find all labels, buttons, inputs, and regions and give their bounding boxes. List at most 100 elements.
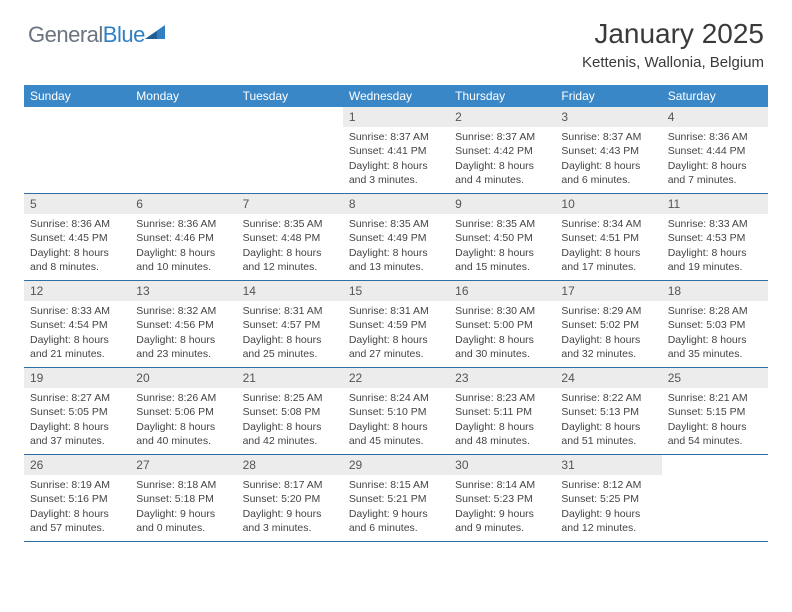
day-number: 19 <box>24 368 130 388</box>
week-row: 12Sunrise: 8:33 AMSunset: 4:54 PMDayligh… <box>24 281 768 368</box>
day-body: Sunrise: 8:37 AMSunset: 4:41 PMDaylight:… <box>343 127 449 191</box>
day-cell: 4Sunrise: 8:36 AMSunset: 4:44 PMDaylight… <box>662 107 768 193</box>
empty-cell <box>24 107 130 193</box>
daylight-line: Daylight: 9 hours and 0 minutes. <box>136 507 230 535</box>
day-number: 1 <box>343 107 449 127</box>
sunrise-line: Sunrise: 8:32 AM <box>136 304 230 318</box>
sunset-line: Sunset: 4:45 PM <box>30 231 124 245</box>
day-body: Sunrise: 8:32 AMSunset: 4:56 PMDaylight:… <box>130 301 236 365</box>
sunrise-line: Sunrise: 8:23 AM <box>455 391 549 405</box>
day-cell: 26Sunrise: 8:19 AMSunset: 5:16 PMDayligh… <box>24 455 130 541</box>
day-number: 6 <box>130 194 236 214</box>
daylight-line: Daylight: 8 hours and 6 minutes. <box>561 159 655 187</box>
sunrise-line: Sunrise: 8:24 AM <box>349 391 443 405</box>
day-body: Sunrise: 8:34 AMSunset: 4:51 PMDaylight:… <box>555 214 661 278</box>
day-number: 30 <box>449 455 555 475</box>
sunset-line: Sunset: 5:06 PM <box>136 405 230 419</box>
sunrise-line: Sunrise: 8:35 AM <box>243 217 337 231</box>
day-body: Sunrise: 8:36 AMSunset: 4:46 PMDaylight:… <box>130 214 236 278</box>
daylight-line: Daylight: 9 hours and 6 minutes. <box>349 507 443 535</box>
day-body: Sunrise: 8:24 AMSunset: 5:10 PMDaylight:… <box>343 388 449 452</box>
sunset-line: Sunset: 4:44 PM <box>668 144 762 158</box>
day-body: Sunrise: 8:19 AMSunset: 5:16 PMDaylight:… <box>24 475 130 539</box>
daylight-line: Daylight: 9 hours and 9 minutes. <box>455 507 549 535</box>
daylight-line: Daylight: 8 hours and 21 minutes. <box>30 333 124 361</box>
sunset-line: Sunset: 4:49 PM <box>349 231 443 245</box>
weekday-monday: Monday <box>130 85 236 107</box>
sunset-line: Sunset: 5:02 PM <box>561 318 655 332</box>
day-cell: 7Sunrise: 8:35 AMSunset: 4:48 PMDaylight… <box>237 194 343 280</box>
sunrise-line: Sunrise: 8:21 AM <box>668 391 762 405</box>
day-cell: 1Sunrise: 8:37 AMSunset: 4:41 PMDaylight… <box>343 107 449 193</box>
daylight-line: Daylight: 8 hours and 15 minutes. <box>455 246 549 274</box>
logo-blue: Blue <box>103 22 145 47</box>
day-number: 13 <box>130 281 236 301</box>
sunrise-line: Sunrise: 8:12 AM <box>561 478 655 492</box>
week-row: 5Sunrise: 8:36 AMSunset: 4:45 PMDaylight… <box>24 194 768 281</box>
sunset-line: Sunset: 5:15 PM <box>668 405 762 419</box>
week-row: 1Sunrise: 8:37 AMSunset: 4:41 PMDaylight… <box>24 107 768 194</box>
day-body: Sunrise: 8:29 AMSunset: 5:02 PMDaylight:… <box>555 301 661 365</box>
daylight-line: Daylight: 8 hours and 27 minutes. <box>349 333 443 361</box>
day-body: Sunrise: 8:17 AMSunset: 5:20 PMDaylight:… <box>237 475 343 539</box>
day-cell: 28Sunrise: 8:17 AMSunset: 5:20 PMDayligh… <box>237 455 343 541</box>
day-body: Sunrise: 8:36 AMSunset: 4:45 PMDaylight:… <box>24 214 130 278</box>
sunrise-line: Sunrise: 8:31 AM <box>243 304 337 318</box>
sunset-line: Sunset: 4:50 PM <box>455 231 549 245</box>
day-number: 9 <box>449 194 555 214</box>
daylight-line: Daylight: 8 hours and 32 minutes. <box>561 333 655 361</box>
day-body: Sunrise: 8:28 AMSunset: 5:03 PMDaylight:… <box>662 301 768 365</box>
sunrise-line: Sunrise: 8:25 AM <box>243 391 337 405</box>
logo-general: General <box>28 22 103 47</box>
day-number: 4 <box>662 107 768 127</box>
location: Kettenis, Wallonia, Belgium <box>582 54 764 71</box>
day-cell: 23Sunrise: 8:23 AMSunset: 5:11 PMDayligh… <box>449 368 555 454</box>
day-body: Sunrise: 8:30 AMSunset: 5:00 PMDaylight:… <box>449 301 555 365</box>
day-cell: 6Sunrise: 8:36 AMSunset: 4:46 PMDaylight… <box>130 194 236 280</box>
day-body: Sunrise: 8:22 AMSunset: 5:13 PMDaylight:… <box>555 388 661 452</box>
week-row: 19Sunrise: 8:27 AMSunset: 5:05 PMDayligh… <box>24 368 768 455</box>
day-body: Sunrise: 8:21 AMSunset: 5:15 PMDaylight:… <box>662 388 768 452</box>
day-number: 25 <box>662 368 768 388</box>
day-cell: 20Sunrise: 8:26 AMSunset: 5:06 PMDayligh… <box>130 368 236 454</box>
day-body: Sunrise: 8:14 AMSunset: 5:23 PMDaylight:… <box>449 475 555 539</box>
weekday-wednesday: Wednesday <box>343 85 449 107</box>
day-cell: 19Sunrise: 8:27 AMSunset: 5:05 PMDayligh… <box>24 368 130 454</box>
empty-cell <box>130 107 236 193</box>
daylight-line: Daylight: 8 hours and 45 minutes. <box>349 420 443 448</box>
day-cell: 2Sunrise: 8:37 AMSunset: 4:42 PMDaylight… <box>449 107 555 193</box>
sunrise-line: Sunrise: 8:35 AM <box>349 217 443 231</box>
sunset-line: Sunset: 5:13 PM <box>561 405 655 419</box>
daylight-line: Daylight: 8 hours and 3 minutes. <box>349 159 443 187</box>
day-body: Sunrise: 8:37 AMSunset: 4:43 PMDaylight:… <box>555 127 661 191</box>
day-cell: 30Sunrise: 8:14 AMSunset: 5:23 PMDayligh… <box>449 455 555 541</box>
day-body: Sunrise: 8:35 AMSunset: 4:50 PMDaylight:… <box>449 214 555 278</box>
sunrise-line: Sunrise: 8:19 AM <box>30 478 124 492</box>
day-cell: 10Sunrise: 8:34 AMSunset: 4:51 PMDayligh… <box>555 194 661 280</box>
sunset-line: Sunset: 4:56 PM <box>136 318 230 332</box>
day-body: Sunrise: 8:15 AMSunset: 5:21 PMDaylight:… <box>343 475 449 539</box>
sunrise-line: Sunrise: 8:15 AM <box>349 478 443 492</box>
sunset-line: Sunset: 4:53 PM <box>668 231 762 245</box>
sunset-line: Sunset: 4:42 PM <box>455 144 549 158</box>
daylight-line: Daylight: 9 hours and 12 minutes. <box>561 507 655 535</box>
sunset-line: Sunset: 5:16 PM <box>30 492 124 506</box>
sunset-line: Sunset: 4:48 PM <box>243 231 337 245</box>
daylight-line: Daylight: 8 hours and 48 minutes. <box>455 420 549 448</box>
logo-triangle-icon <box>145 23 165 41</box>
weekday-tuesday: Tuesday <box>237 85 343 107</box>
sunrise-line: Sunrise: 8:36 AM <box>136 217 230 231</box>
day-number: 23 <box>449 368 555 388</box>
day-number: 27 <box>130 455 236 475</box>
day-cell: 9Sunrise: 8:35 AMSunset: 4:50 PMDaylight… <box>449 194 555 280</box>
day-cell: 12Sunrise: 8:33 AMSunset: 4:54 PMDayligh… <box>24 281 130 367</box>
weekday-sunday: Sunday <box>24 85 130 107</box>
day-number: 14 <box>237 281 343 301</box>
day-cell: 16Sunrise: 8:30 AMSunset: 5:00 PMDayligh… <box>449 281 555 367</box>
day-body: Sunrise: 8:31 AMSunset: 4:59 PMDaylight:… <box>343 301 449 365</box>
day-number: 22 <box>343 368 449 388</box>
day-cell: 24Sunrise: 8:22 AMSunset: 5:13 PMDayligh… <box>555 368 661 454</box>
day-cell: 14Sunrise: 8:31 AMSunset: 4:57 PMDayligh… <box>237 281 343 367</box>
day-cell: 22Sunrise: 8:24 AMSunset: 5:10 PMDayligh… <box>343 368 449 454</box>
daylight-line: Daylight: 8 hours and 12 minutes. <box>243 246 337 274</box>
